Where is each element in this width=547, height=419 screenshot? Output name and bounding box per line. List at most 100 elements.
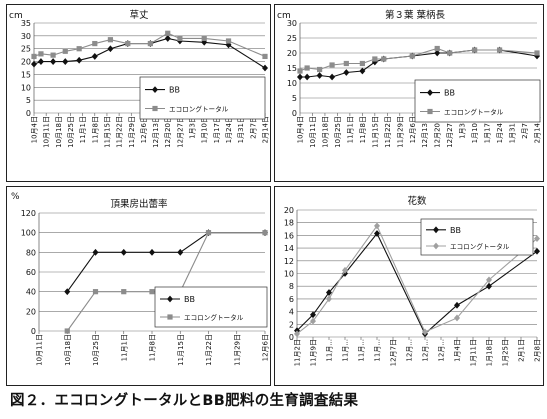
- data-point-eco: [534, 50, 540, 56]
- x-tick-label: 10月18日: [64, 334, 72, 366]
- data-point-bb: [149, 248, 155, 256]
- x-tick-label: 2月14日: [534, 116, 542, 143]
- chart-bud-rate-svg: 頂果房出蕾率% 0 20 40 60 80 100 120 10月11日 10月18日 10月25日…: [11, 192, 270, 366]
- chart-bud-rate: 頂果房出蕾率% 0 20 40 60 80 100 120 10月11日 10月18日 10月25日…: [6, 186, 271, 386]
- y-tick-label: 40: [26, 288, 36, 297]
- x-tick-label: 2月7日: [249, 116, 257, 139]
- y-tick-label: 10: [284, 270, 294, 279]
- x-tick-label: 10月25日: [67, 116, 75, 148]
- x-tick-label: 11月22日: [116, 116, 124, 148]
- x-tick-label: 11月1日: [120, 334, 128, 361]
- data-point-bb: [31, 60, 37, 68]
- data-point-eco: [177, 35, 183, 42]
- legend-marker-eco: [152, 105, 158, 112]
- x-tick-label: 11月...: [326, 339, 334, 362]
- y-tick-label: 20: [26, 307, 36, 316]
- x-tick-label: 1月18日: [486, 339, 494, 366]
- x-tick-label: 11月2日: [294, 339, 302, 366]
- x-tick-label: 11月29日: [233, 334, 241, 366]
- y-tick-label: 30: [287, 19, 297, 28]
- x-tick-label: 10月4日: [297, 116, 305, 143]
- x-tick-label: 11月15日: [371, 116, 379, 148]
- legend-marker-bb: [427, 89, 433, 96]
- data-point-bb: [62, 58, 69, 65]
- data-point-bb: [297, 73, 303, 81]
- x-tick-label: 12月20日: [434, 116, 442, 148]
- y-tick-label: 100: [21, 229, 36, 238]
- figure: 草丈 cm 0 5 10 15 20 25 30 35 10月4日 10月11日 10月18日 10月25…: [6, 4, 544, 386]
- x-tick-label: 1月25日: [502, 339, 510, 366]
- x-tick-label: 2月1日: [518, 339, 526, 362]
- y-tick-label: 14: [284, 244, 294, 253]
- x-tick-label: 11月1日: [79, 116, 87, 143]
- x-tick-label: 12月...: [422, 339, 430, 362]
- x-tick-label: 11月29日: [396, 116, 404, 148]
- data-point-eco: [496, 47, 503, 53]
- data-point-eco: [297, 68, 303, 74]
- y-tick-label: 20: [287, 49, 297, 58]
- data-point-bb: [64, 288, 71, 296]
- y-axis-unit-label: cm: [9, 11, 23, 21]
- x-tick-label: 12月20日: [164, 116, 172, 148]
- legend-marker-eco: [433, 242, 439, 250]
- data-point-eco: [165, 30, 171, 36]
- y-tick-label: 16: [284, 231, 294, 240]
- data-point-eco: [92, 289, 99, 295]
- legend-label-eco: エコロングトータル: [184, 313, 244, 322]
- x-tick-label: 11月8日: [359, 116, 367, 143]
- x-tick-label: 1月17日: [484, 116, 492, 143]
- data-point-eco: [342, 266, 348, 274]
- x-tick-label: 1月31日: [237, 116, 245, 143]
- legend-marker-bb: [152, 86, 158, 93]
- x-tick-label: 1月10日: [201, 116, 209, 143]
- chart-plant-height-svg: 草丈 cm 0 5 10 15 20 25 30 35 10月4日 10月11日 10月18日 10月25…: [9, 9, 270, 148]
- data-point-bb: [326, 289, 332, 296]
- data-point-bb: [329, 73, 336, 81]
- figure-caption: 図２．エコロングトータルとBB肥料の生育調査結果: [10, 393, 359, 409]
- y-axis-unit-label: %: [11, 192, 20, 202]
- data-point-eco: [447, 50, 453, 56]
- data-point-eco: [372, 56, 378, 62]
- chart-flower-count-svg: 花数 0 2 4 6 8 10 12 14 16 18 20 11月2日 11月9日 11月... 11月..…: [284, 195, 542, 366]
- data-point-eco: [38, 51, 44, 57]
- y-tick-label: 25: [21, 45, 31, 54]
- data-point-eco: [121, 289, 127, 295]
- y-tick-label: 4: [289, 308, 294, 317]
- legend-label-bb: BB: [169, 86, 180, 95]
- data-point-eco: [92, 40, 98, 47]
- y-tick-label: 20: [21, 58, 31, 67]
- data-point-eco: [31, 53, 37, 60]
- legend-marker-eco: [427, 108, 433, 115]
- data-point-bb: [37, 58, 44, 65]
- y-tick-label: 12: [284, 257, 294, 266]
- y-tick-label: 120: [21, 209, 36, 218]
- legend-box: [154, 286, 268, 328]
- data-point-bb: [304, 73, 311, 81]
- data-point-eco: [62, 48, 68, 54]
- x-tick-label: 11月22日: [384, 116, 392, 148]
- x-tick-label: 10月11日: [43, 116, 51, 148]
- data-point-eco: [343, 60, 349, 67]
- y-tick-label: 0: [292, 109, 297, 118]
- x-tick-label: 12月7日: [390, 339, 398, 366]
- data-point-eco: [381, 56, 387, 62]
- x-tick-label: 10月11日: [36, 334, 44, 366]
- data-point-eco: [329, 62, 335, 68]
- data-point-bb: [107, 45, 114, 53]
- x-tick-label: 1月10日: [471, 116, 479, 143]
- y-tick-label: 80: [26, 248, 36, 257]
- x-tick-label: 2月7日: [521, 116, 529, 139]
- x-tick-label: 12月13日: [152, 116, 160, 148]
- x-tick-label: 12月...: [406, 339, 414, 362]
- y-tick-label: 6: [289, 295, 294, 304]
- x-tick-label: 11月29日: [128, 116, 136, 148]
- chart-title: 頂果房出蕾率: [110, 198, 168, 210]
- x-tick-label: 10月18日: [321, 116, 329, 148]
- data-point-bb: [177, 248, 184, 256]
- x-tick-label: 1月3日: [189, 116, 197, 139]
- x-tick-label: 11月1日: [346, 116, 354, 143]
- x-tick-label: 2月8日: [534, 339, 542, 362]
- x-tick-label: 1月24日: [225, 116, 233, 143]
- chart-title: 花数: [407, 195, 427, 207]
- x-tick-label: 11月...: [342, 339, 350, 362]
